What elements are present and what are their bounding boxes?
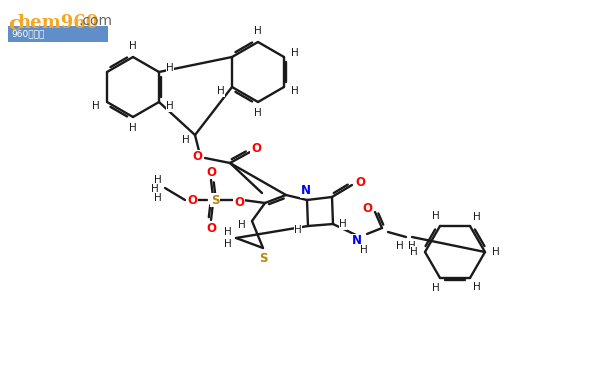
Text: H: H (254, 108, 262, 118)
Text: S: S (259, 252, 267, 264)
Text: H: H (473, 212, 481, 222)
Text: 960化工网: 960化工网 (11, 30, 44, 39)
Text: H: H (151, 184, 159, 194)
Text: hem960: hem960 (17, 14, 99, 32)
Text: H: H (166, 101, 174, 111)
Text: O: O (192, 150, 202, 164)
Text: O: O (187, 194, 197, 207)
Text: c: c (8, 14, 21, 34)
Text: H: H (291, 86, 299, 96)
Text: H: H (473, 282, 481, 292)
Text: H: H (154, 175, 162, 185)
Text: O: O (251, 141, 261, 154)
Text: H: H (408, 241, 416, 251)
Text: H: H (224, 239, 232, 249)
Text: H: H (254, 26, 262, 36)
Text: H: H (432, 283, 440, 293)
Text: H: H (339, 219, 347, 229)
Text: H: H (224, 227, 232, 237)
Text: N: N (301, 184, 311, 198)
Text: O: O (355, 177, 365, 189)
Text: O: O (206, 165, 216, 178)
Text: O: O (234, 195, 244, 208)
Text: H: H (238, 220, 246, 230)
Text: H: H (410, 247, 418, 257)
Text: .com: .com (78, 14, 112, 28)
Text: H: H (166, 63, 174, 73)
Text: H: H (154, 193, 162, 203)
Text: S: S (211, 194, 219, 207)
Text: H: H (432, 211, 440, 221)
Text: H: H (291, 48, 299, 58)
Text: H: H (129, 123, 137, 133)
Text: H: H (294, 225, 302, 235)
Text: H: H (492, 247, 500, 257)
Text: N: N (352, 234, 362, 248)
Text: H: H (92, 101, 100, 111)
Text: O: O (362, 201, 372, 214)
Text: H: H (129, 41, 137, 51)
Text: H: H (360, 245, 368, 255)
Text: H: H (396, 241, 404, 251)
Text: O: O (206, 222, 216, 234)
FancyBboxPatch shape (8, 26, 108, 42)
Text: H: H (182, 135, 190, 145)
Text: H: H (217, 86, 225, 96)
